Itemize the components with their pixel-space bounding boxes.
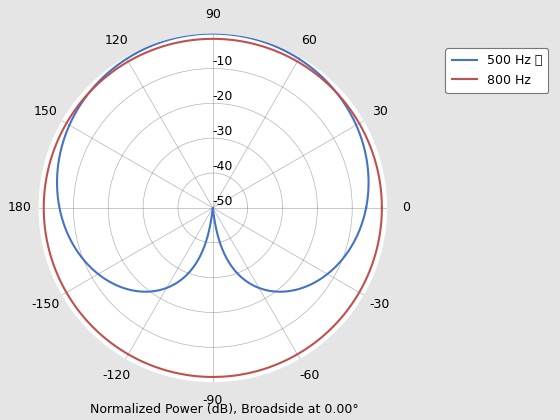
Text: Normalized Power (dB), Broadside at 0.00°: Normalized Power (dB), Broadside at 0.00… bbox=[90, 403, 358, 416]
Legend: 500 Hz Ⓐ, 800 Hz: 500 Hz Ⓐ, 800 Hz bbox=[445, 48, 548, 93]
800 Hz bbox=[349, 300, 356, 305]
500 Hz Ⓐ bbox=[363, 205, 370, 210]
500 Hz Ⓐ bbox=[209, 205, 216, 210]
800 Hz bbox=[76, 309, 82, 314]
500 Hz Ⓐ bbox=[178, 34, 184, 39]
500 Hz Ⓐ bbox=[363, 205, 370, 210]
800 Hz bbox=[88, 323, 95, 328]
500 Hz Ⓐ bbox=[248, 36, 255, 41]
500 Hz Ⓐ bbox=[209, 31, 216, 36]
500 Hz Ⓐ bbox=[125, 287, 132, 292]
Line: 800 Hz: 800 Hz bbox=[44, 39, 382, 377]
Line: 500 Hz Ⓐ: 500 Hz Ⓐ bbox=[57, 34, 368, 292]
800 Hz bbox=[379, 206, 385, 211]
800 Hz bbox=[379, 205, 385, 210]
500 Hz Ⓐ bbox=[111, 282, 118, 287]
500 Hz Ⓐ bbox=[363, 206, 370, 211]
800 Hz bbox=[179, 39, 185, 44]
800 Hz bbox=[247, 41, 254, 46]
800 Hz bbox=[379, 205, 385, 210]
500 Hz Ⓐ bbox=[316, 277, 323, 282]
